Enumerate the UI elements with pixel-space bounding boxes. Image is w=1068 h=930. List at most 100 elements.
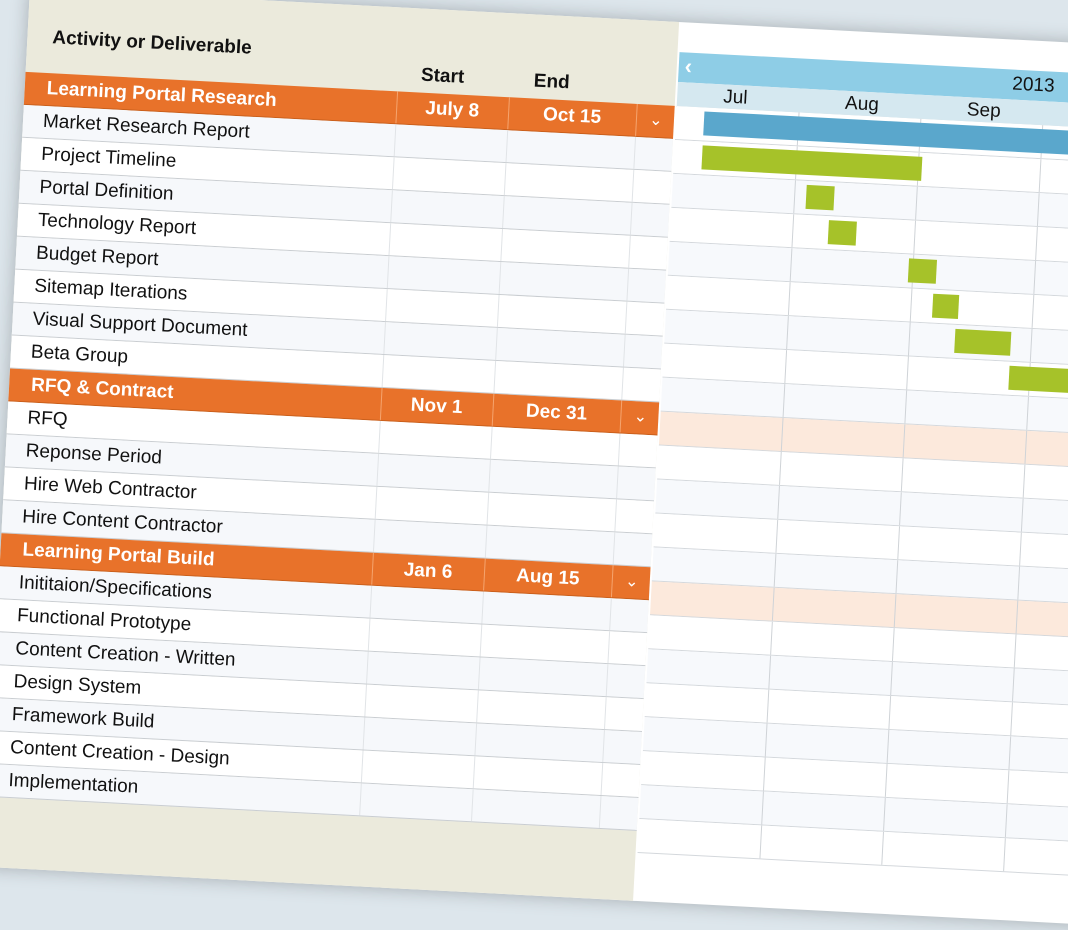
task-bar[interactable] <box>827 220 857 246</box>
task-label: Reponse Period <box>25 440 163 469</box>
grid-line <box>902 424 906 458</box>
grid-line <box>904 390 908 424</box>
task-label: Technology Report <box>37 209 197 240</box>
month-label: Sep <box>966 99 1002 122</box>
cell-divider <box>633 136 637 169</box>
cell-divider <box>385 289 388 322</box>
grid-line <box>883 797 886 831</box>
cell-divider <box>360 750 364 783</box>
activity-rows: Learning Portal Research July 8 Oct 15 ⌄ Mar… <box>0 71 676 831</box>
activity-panel: Activity or Deliverable Start End Learni… <box>0 0 680 901</box>
task-bar[interactable] <box>1008 365 1068 393</box>
task-label: RFQ <box>26 407 69 431</box>
group-start-date[interactable]: Nov 1 <box>379 387 493 426</box>
grid-line <box>786 316 789 350</box>
grid-line <box>1020 498 1024 532</box>
cell-divider <box>378 420 381 453</box>
cell-divider <box>359 783 362 816</box>
task-label: Market Research Report <box>42 110 251 143</box>
grid-line <box>909 288 913 322</box>
cell-divider <box>505 130 509 163</box>
grid-line <box>782 384 786 418</box>
chevron-down-icon[interactable]: ⌄ <box>635 103 676 138</box>
grid-line <box>779 451 782 485</box>
task-bar[interactable] <box>931 293 960 320</box>
task-label: Portal Definition <box>39 176 175 205</box>
grid-line <box>1003 838 1006 872</box>
grid-line <box>884 763 888 797</box>
group-end-date[interactable]: Oct 15 <box>507 97 636 136</box>
grid-line <box>907 322 911 356</box>
cell-divider <box>362 717 366 750</box>
grid-line <box>777 485 780 519</box>
cell-divider <box>477 657 481 690</box>
cell-divider <box>602 730 605 763</box>
chevron-down-icon[interactable]: ⌄ <box>610 565 652 600</box>
grid-line <box>881 831 885 865</box>
group-start-date[interactable]: July 8 <box>395 91 508 130</box>
cell-divider <box>374 486 378 519</box>
cell-divider <box>609 598 612 631</box>
chevron-left-icon[interactable]: ‹ <box>684 53 693 79</box>
grid-line <box>890 662 893 696</box>
group-start-date[interactable]: Jan 6 <box>371 552 484 591</box>
task-bar[interactable] <box>954 328 1012 356</box>
task-label: Project Timeline <box>40 143 177 172</box>
grid-line <box>888 695 892 729</box>
task-bar[interactable] <box>805 184 835 211</box>
cell-divider <box>486 492 490 525</box>
cell-divider <box>631 169 635 202</box>
cell-divider <box>598 795 602 828</box>
cell-divider <box>367 618 371 651</box>
grid-line <box>763 757 766 791</box>
chevron-down-icon[interactable]: ⌄ <box>619 400 661 435</box>
cell-divider <box>484 525 488 558</box>
task-bar[interactable] <box>907 258 938 284</box>
cell-divider <box>376 453 380 486</box>
cell-divider <box>604 697 607 730</box>
cell-divider <box>502 196 505 229</box>
cell-divider <box>626 268 630 301</box>
group-title: Learning Portal Build <box>22 539 215 571</box>
grid-line <box>1033 260 1037 294</box>
group-end-date[interactable]: Aug 15 <box>483 558 612 598</box>
grid-line <box>766 689 770 723</box>
grid-line <box>897 526 901 560</box>
task-label: Design System <box>13 671 142 699</box>
grid-line <box>761 791 764 825</box>
task-label: Framework Build <box>11 704 155 733</box>
grid-line <box>906 356 909 390</box>
cell-divider <box>629 202 633 235</box>
group-end-date[interactable]: Dec 31 <box>491 393 621 433</box>
cell-divider <box>381 354 385 388</box>
cell-divider <box>372 519 376 552</box>
timeline-panel: ‹ 2013 Jul Aug Sep <box>635 52 1068 929</box>
grid-line <box>1035 227 1038 261</box>
cell-divider <box>472 756 476 789</box>
grid-line <box>770 621 773 655</box>
month-label: Jul <box>722 86 749 109</box>
cell-divider <box>386 256 390 289</box>
column-header-end: End <box>533 70 571 94</box>
grid-line <box>1038 159 1042 193</box>
cell-divider <box>390 190 393 223</box>
grid-line <box>1004 804 1008 838</box>
column-header-activity: Activity or Deliverable <box>51 27 253 59</box>
task-bar[interactable] <box>701 145 923 181</box>
grid-line <box>1029 328 1033 362</box>
cell-divider <box>393 124 397 157</box>
cell-divider <box>369 585 373 618</box>
grid-line <box>899 492 902 526</box>
cell-divider <box>600 763 604 796</box>
task-label: Content Creation - Design <box>9 737 231 770</box>
task-label: Budget Report <box>35 242 160 271</box>
task-label: Hire Web Contractor <box>23 473 198 504</box>
grid-line <box>789 248 793 282</box>
grid-line <box>759 825 763 859</box>
cell-divider <box>623 334 626 367</box>
task-label: Hire Content Contractor <box>21 506 224 538</box>
task-label: Implementation <box>7 769 139 798</box>
grid-line <box>913 220 917 254</box>
cell-divider <box>612 532 616 565</box>
